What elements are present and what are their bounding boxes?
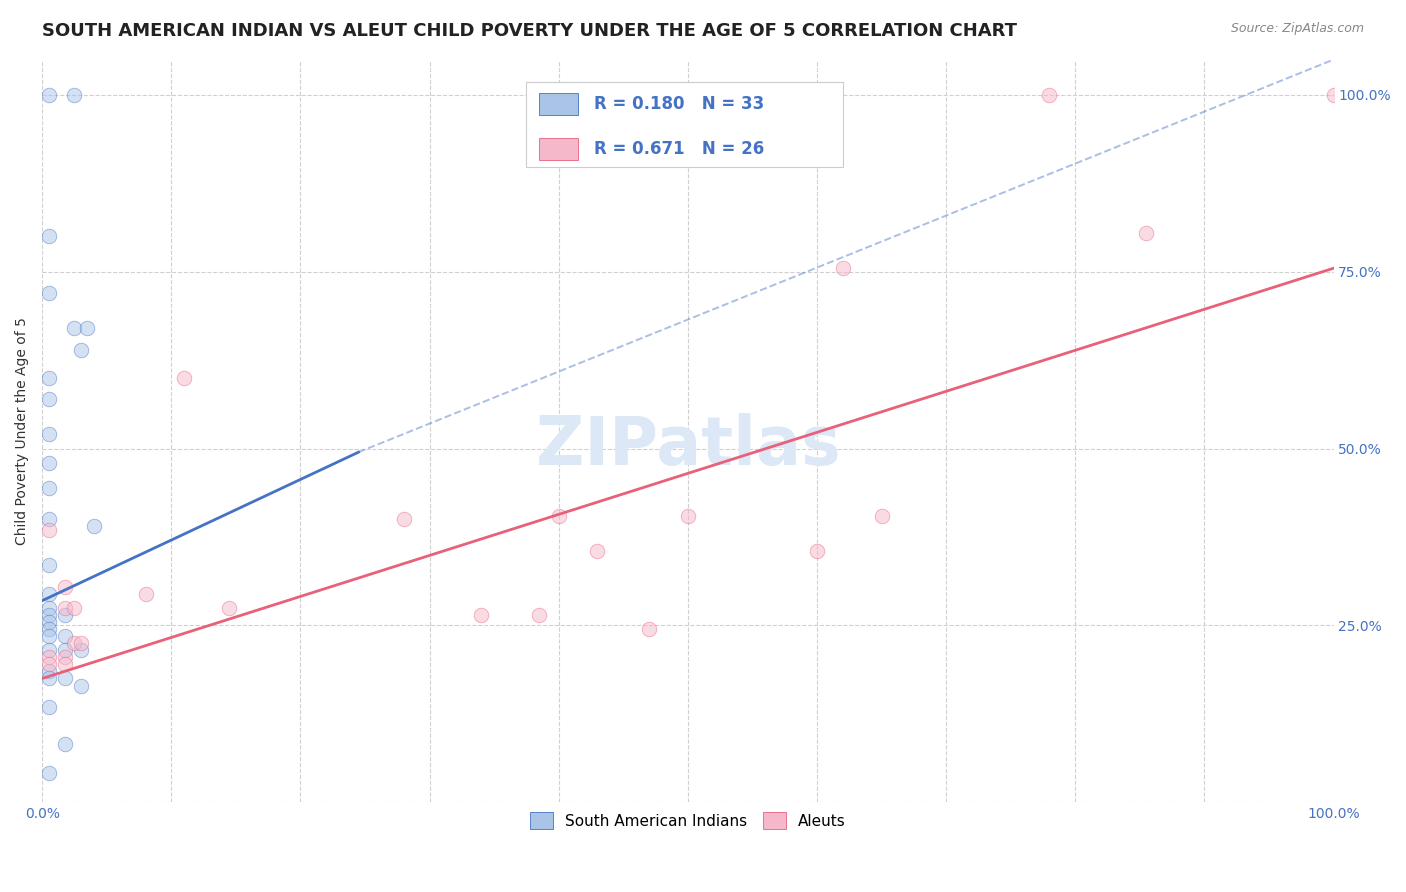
Point: [38, 371, 60, 385]
Text: ZIPatlas: ZIPatlas: [536, 413, 841, 479]
Point: [638, 622, 661, 636]
Text: SOUTH AMERICAN INDIAN VS ALEUT CHILD POVERTY UNDER THE AGE OF 5 CORRELATION CHAR: SOUTH AMERICAN INDIAN VS ALEUT CHILD POV…: [42, 22, 1017, 40]
Point: [38, 765, 60, 780]
Point: [392, 512, 415, 526]
Point: [55, 672, 77, 686]
Point: [83, 519, 105, 533]
Point: [38, 615, 60, 629]
Point: [173, 371, 195, 385]
Point: [38, 650, 60, 665]
Text: Source: ZipAtlas.com: Source: ZipAtlas.com: [1230, 22, 1364, 36]
Point: [38, 657, 60, 672]
FancyBboxPatch shape: [526, 82, 842, 168]
Point: [38, 523, 60, 537]
Point: [38, 607, 60, 622]
Point: [586, 544, 609, 558]
Y-axis label: Child Poverty Under the Age of 5: Child Poverty Under the Age of 5: [15, 317, 30, 545]
Point: [55, 650, 77, 665]
Point: [470, 607, 492, 622]
Point: [63, 321, 86, 335]
Point: [38, 699, 60, 714]
Point: [55, 580, 77, 594]
Point: [38, 427, 60, 442]
Point: [70, 643, 93, 657]
Legend: South American Indians, Aleuts: South American Indians, Aleuts: [524, 805, 852, 836]
Point: [1038, 87, 1060, 102]
Point: [55, 657, 77, 672]
Point: [63, 87, 86, 102]
Point: [38, 229, 60, 244]
Bar: [540, 137, 578, 160]
Point: [38, 87, 60, 102]
Point: [70, 636, 93, 650]
Point: [831, 261, 853, 276]
Point: [870, 508, 893, 523]
Point: [676, 508, 699, 523]
Point: [63, 600, 86, 615]
Point: [38, 392, 60, 406]
Point: [38, 643, 60, 657]
Point: [806, 544, 828, 558]
Point: [38, 558, 60, 573]
Point: [547, 508, 569, 523]
Point: [1135, 226, 1157, 240]
Point: [55, 643, 77, 657]
Point: [38, 672, 60, 686]
Point: [63, 636, 86, 650]
Point: [70, 343, 93, 357]
Point: [38, 600, 60, 615]
Point: [1322, 87, 1344, 102]
Point: [38, 456, 60, 470]
Point: [218, 600, 240, 615]
Point: [38, 622, 60, 636]
Point: [38, 665, 60, 679]
Point: [134, 586, 156, 600]
Point: [38, 586, 60, 600]
Point: [38, 285, 60, 300]
Point: [38, 481, 60, 495]
Point: [55, 737, 77, 751]
Text: R = 0.671   N = 26: R = 0.671 N = 26: [593, 140, 763, 158]
Text: R = 0.180   N = 33: R = 0.180 N = 33: [593, 95, 763, 113]
Point: [38, 629, 60, 643]
Point: [55, 629, 77, 643]
Point: [55, 607, 77, 622]
Point: [529, 607, 551, 622]
Point: [70, 679, 93, 693]
Bar: [540, 93, 578, 115]
Point: [76, 321, 98, 335]
Point: [38, 512, 60, 526]
Point: [55, 600, 77, 615]
